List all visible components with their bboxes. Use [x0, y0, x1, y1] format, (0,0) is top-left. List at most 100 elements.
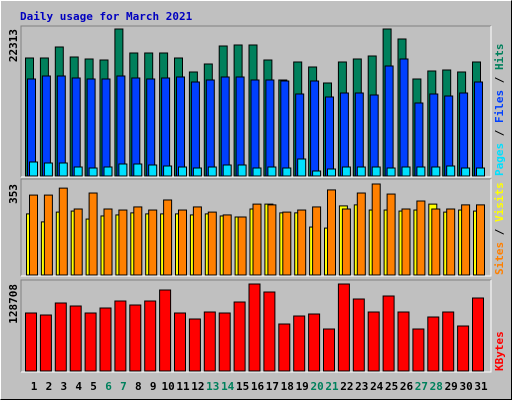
- bar: [56, 75, 66, 177]
- x-tick-label: 24: [370, 380, 384, 393]
- bar: [133, 163, 143, 177]
- bar: [263, 291, 276, 372]
- bar: [233, 301, 246, 372]
- panel-border: [20, 178, 491, 276]
- bar: [427, 316, 440, 372]
- legend-entry: Visits: [493, 182, 506, 222]
- x-tick-label: 20: [310, 380, 323, 393]
- bar: [148, 164, 158, 177]
- bar: [341, 208, 351, 276]
- y-tick-label: 128708: [7, 284, 20, 324]
- x-tick-label: 30: [459, 380, 472, 393]
- x-tick-label: 2: [46, 380, 53, 393]
- bar: [414, 102, 424, 177]
- legend: KBytes: [493, 331, 506, 371]
- bar: [444, 95, 454, 177]
- bar: [416, 166, 426, 177]
- bar: [446, 165, 456, 177]
- bar: [278, 323, 291, 372]
- bar: [103, 208, 113, 276]
- bar: [84, 312, 97, 372]
- bar: [457, 325, 470, 372]
- x-tick-label: 10: [161, 380, 174, 393]
- bar: [252, 203, 262, 276]
- bar: [116, 75, 126, 177]
- bar: [431, 166, 441, 177]
- bar: [207, 166, 217, 177]
- bar: [250, 79, 260, 177]
- bar: [99, 307, 112, 372]
- bar: [401, 166, 411, 177]
- bar: [341, 166, 351, 177]
- bar: [267, 166, 277, 177]
- bar: [192, 206, 202, 276]
- bar: [327, 168, 336, 177]
- panel-border: [20, 279, 491, 372]
- bar: [86, 78, 96, 177]
- bar: [176, 76, 185, 177]
- bar: [382, 295, 395, 372]
- bar: [386, 167, 396, 177]
- bar: [416, 200, 426, 276]
- bar: [103, 166, 113, 177]
- bar: [297, 209, 307, 276]
- x-tick-label: 22: [340, 380, 353, 393]
- legend-separator: /: [493, 222, 506, 242]
- bar: [205, 79, 215, 177]
- bar: [27, 78, 36, 177]
- bar: [369, 94, 379, 177]
- bar: [207, 211, 217, 276]
- x-tick-label: 17: [266, 380, 279, 393]
- bar: [476, 204, 485, 276]
- bar: [222, 164, 232, 177]
- x-tick-label: 11: [176, 380, 190, 393]
- bar: [29, 194, 38, 276]
- x-tick-label: 31: [474, 380, 488, 393]
- bar: [222, 214, 232, 276]
- bar: [397, 311, 410, 372]
- bar: [367, 311, 380, 372]
- bar: [312, 206, 322, 276]
- bar: [371, 183, 381, 276]
- bar: [384, 65, 394, 177]
- bar: [461, 167, 471, 177]
- x-tick-label: 7: [120, 380, 127, 393]
- bar: [399, 58, 409, 177]
- bar: [146, 78, 156, 177]
- x-tick-label: 5: [90, 380, 97, 393]
- x-tick-label: 25: [385, 380, 398, 393]
- bar: [352, 298, 365, 372]
- legend-entry: KBytes: [493, 331, 506, 371]
- x-tick-label: 9: [150, 380, 157, 393]
- x-tick-label: 4: [75, 380, 82, 393]
- bar: [312, 170, 322, 177]
- bar: [461, 204, 471, 276]
- bar: [159, 289, 172, 372]
- bar: [337, 283, 350, 372]
- bar: [25, 312, 37, 372]
- bar: [218, 312, 231, 372]
- bar: [354, 92, 364, 177]
- bar: [118, 209, 128, 276]
- chart-title: Daily usage for March 2021: [20, 10, 193, 23]
- x-tick-label: 26: [400, 380, 414, 393]
- panel-border: [20, 25, 491, 177]
- bar: [235, 76, 245, 177]
- bar: [192, 167, 202, 177]
- bar: [178, 166, 187, 177]
- x-tick-label: 15: [236, 380, 249, 393]
- bar: [101, 78, 111, 177]
- x-tick-label: 8: [135, 380, 142, 393]
- bar: [431, 208, 441, 276]
- x-tick-label: 14: [221, 380, 235, 393]
- y-tick-label: 353: [7, 184, 20, 204]
- bar: [114, 300, 127, 372]
- legend-entry: Pages: [493, 143, 506, 176]
- bar: [323, 328, 335, 372]
- panel-border: [21, 179, 492, 277]
- bar: [163, 165, 173, 177]
- bar: [252, 167, 262, 177]
- bar: [188, 318, 201, 372]
